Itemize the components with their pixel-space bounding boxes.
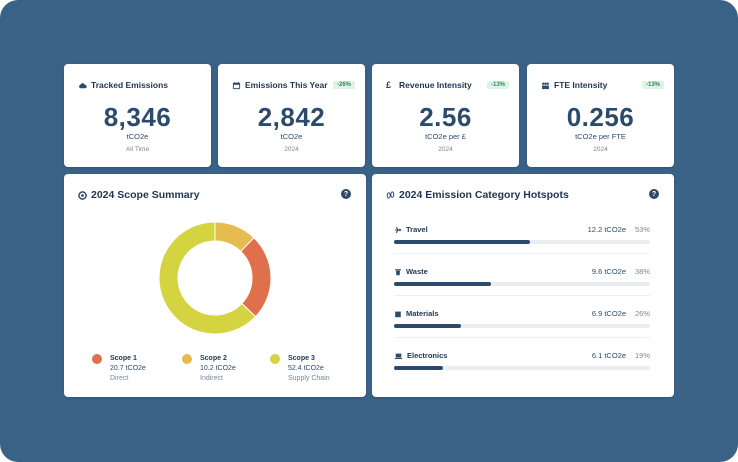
kpi-change-badge: -26% [332,81,355,89]
legend-desc: Indirect [200,375,223,382]
kpi-title: Revenue Intensity [399,80,472,90]
hotspot-label-text: Materials [406,309,439,318]
kpi-title: Tracked Emissions [91,80,169,90]
hotspot-value: 9.6 tCO2e [591,267,626,276]
kpi-header: £ Revenue Intensity -13% [386,79,509,91]
legend-scope-1: Scope 1 20.7 tCO2e Direct [92,354,146,382]
kpi-period: 2024 [438,146,453,153]
help-icon[interactable]: ? [649,189,659,199]
legend-value: 20.7 tCO2e [110,365,146,372]
hotspot-bar-track [394,282,650,286]
hotspot-row-waste: Waste 9.6 tCO2e 38% [394,267,650,297]
donut-slice-scope-2 [240,237,272,318]
kpi-card-fte-intensity: FTE Intensity -13% 0.256 tCO2e per FTE 2… [527,64,674,167]
target-icon [78,190,87,200]
hotspot-label: Electronics [394,351,447,360]
hotspot-label-text: Electronics [407,351,448,360]
hotspot-bar-fill [394,282,492,286]
kpi-card-tracked-emissions: Tracked Emissions 8,346 tCO2e All Time [64,64,211,167]
scope-panel-title-text: 2024 Scope Summary [91,189,200,201]
hotspot-value: 12.2 tCO2e [587,225,626,234]
help-icon[interactable]: ? [341,189,351,199]
people-icon [542,82,549,89]
scope-panel-title: 2024 Scope Summary [78,189,200,201]
donut-slice-scope-3 [158,221,257,335]
footprint-icon [386,191,395,199]
hotspot-label: Travel [394,225,428,234]
legend-value: 52.4 tCO2e [288,365,324,372]
hotspot-percent: 53% [634,225,650,234]
legend-dot [92,354,102,364]
kpi-header: Emissions This Year -26% [232,79,355,91]
divider [394,253,650,254]
hotspot-bar-fill [394,366,443,370]
kpi-value: 8,346 [103,102,172,132]
kpi-title: FTE Intensity [554,80,608,90]
kpi-unit: tCO2e per £ [425,132,466,141]
kpi-header: FTE Intensity -13% [541,79,664,91]
hotspot-value: 6.1 tCO2e [591,351,626,360]
kpi-change-badge: -13% [641,81,664,89]
legend-desc: Direct [110,375,129,382]
hotspot-label: Materials [394,309,439,318]
kpi-unit: tCO2e [126,132,149,141]
legend-desc: Supply Chain [288,375,330,382]
trash-icon [395,268,401,275]
kpi-card-emissions-this-year: Emissions This Year -26% 2,842 tCO2e 202… [218,64,365,167]
scope-summary-panel: 2024 Scope Summary ? Scope 1 20.7 tCO2e … [64,174,366,397]
hotspot-label-text: Waste [406,267,428,276]
legend-dot [182,354,192,364]
kpi-value: 0.256 [566,102,635,132]
legend-name: Scope 2 [200,355,227,362]
legend-scope-2: Scope 2 10.2 tCO2e Indirect [182,354,236,382]
hotspot-value: 6.9 tCO2e [591,309,626,318]
divider [394,295,650,296]
kpi-header: Tracked Emissions [78,79,201,91]
pound-icon: £ [386,79,392,90]
hotspot-bar-fill [394,324,461,328]
legend-name: Scope 3 [288,355,315,362]
kpi-period: 2024 [284,146,299,153]
hotspot-label: Waste [394,267,428,276]
hotspot-row-travel: Travel 12.2 tCO2e 53% [394,225,650,255]
hotspot-bar-fill [394,240,530,244]
box-icon [395,311,401,317]
kpi-period: 2024 [593,146,608,153]
hotspot-percent: 38% [634,267,650,276]
kpi-card-revenue-intensity: £ Revenue Intensity -13% 2.56 tCO2e per … [372,64,519,167]
scope-donut-chart [158,221,272,335]
hotspot-bar-track [394,366,650,370]
hotspot-label-text: Travel [406,225,428,234]
hotspot-row-materials: Materials 6.9 tCO2e 26% [394,309,650,339]
kpi-change-badge: -13% [486,81,509,89]
hotspots-panel-title: 2024 Emission Category Hotspots [386,189,569,201]
hotspots-panel-title-text: 2024 Emission Category Hotspots [399,189,569,201]
kpi-unit: tCO2e per FTE [575,132,626,141]
hotspot-bar-track [394,240,650,244]
cloud-icon [79,82,87,88]
calendar-icon [232,81,241,89]
laptop-icon [394,353,403,359]
kpi-period: All Time [125,146,150,153]
airplane-icon [394,226,402,233]
legend-scope-3: Scope 3 52.4 tCO2e Supply Chain [270,354,330,382]
hotspot-percent: 26% [634,309,650,318]
category-hotspots-panel: 2024 Emission Category Hotspots ? Travel… [372,174,674,397]
legend-name: Scope 1 [110,355,137,362]
kpi-title: Emissions This Year [245,80,328,90]
legend-dot [270,354,280,364]
divider [394,337,650,338]
kpi-value: 2,842 [257,102,326,132]
hotspot-bar-track [394,324,650,328]
hotspot-row-electronics: Electronics 6.1 tCO2e 19% [394,351,650,381]
hotspot-percent: 19% [634,351,650,360]
legend-value: 10.2 tCO2e [200,365,236,372]
kpi-unit: tCO2e [280,132,303,141]
kpi-value: 2.56 [419,102,472,132]
